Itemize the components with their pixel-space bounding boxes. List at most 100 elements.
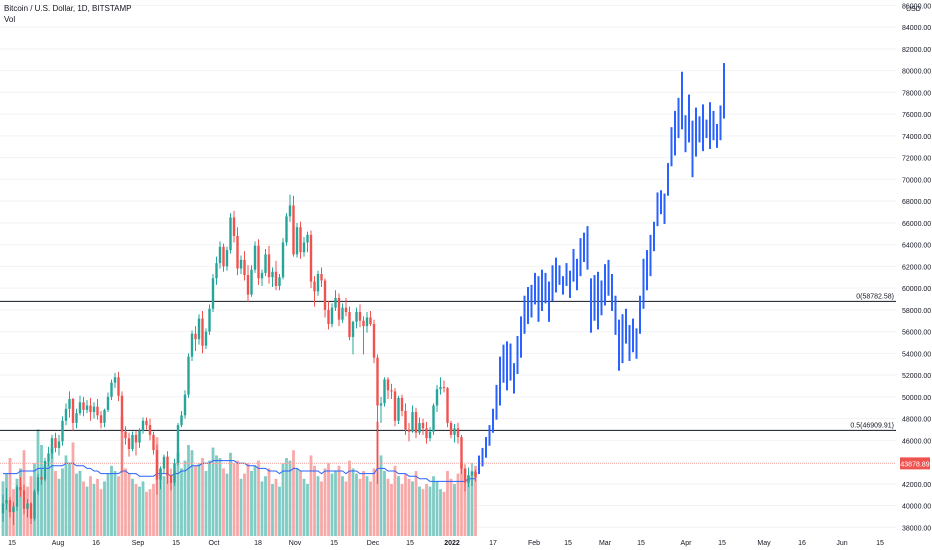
- candle-body: [320, 273, 323, 281]
- volume-bar: [141, 481, 145, 536]
- candle-body: [358, 312, 362, 321]
- candle-body: [218, 246, 222, 264]
- candle-body: [187, 356, 190, 395]
- projection-bar: [478, 455, 480, 475]
- y-tick-label: 64000.00: [902, 243, 931, 250]
- y-tick-label: 84000.00: [902, 25, 931, 32]
- projection-bar: [492, 408, 494, 433]
- volume-bar: [120, 416, 124, 536]
- level-label: 0.5(46909.91): [850, 422, 894, 429]
- projection-bar: [625, 308, 627, 344]
- volume-bar: [411, 481, 414, 536]
- volume-bar: [309, 455, 313, 536]
- candle-body: [313, 281, 316, 292]
- candle-body: [12, 506, 15, 513]
- volume-bar: [124, 468, 127, 536]
- volume-bar: [351, 468, 355, 536]
- volume-bar: [253, 465, 257, 536]
- candle-body: [141, 420, 145, 431]
- volume-bar: [327, 463, 330, 536]
- candle-body: [260, 272, 264, 279]
- symbol-title[interactable]: Bitcoin / U.S. Dollar, 1D, BITSTAMP: [4, 4, 132, 13]
- candle-body: [376, 357, 379, 406]
- projection-bar: [544, 272, 547, 304]
- current-price-label: 43878.89: [900, 457, 930, 470]
- volume-bar: [215, 455, 218, 536]
- x-tick-label: Apr: [681, 540, 693, 547]
- candle-body: [299, 227, 302, 253]
- candle-body: [418, 422, 421, 433]
- volume-bar: [397, 476, 400, 536]
- candle-body: [194, 333, 197, 340]
- candles: [1, 194, 477, 526]
- time-axis[interactable]: 15 Aug 16 Sep 15 Oct 18 Nov 15 Dec 15 2022 17 Feb 15 Ma…: [8, 540, 884, 547]
- volume-bar: [229, 452, 232, 536]
- candle-body: [288, 205, 292, 217]
- candle-body: [29, 503, 33, 519]
- projection-bar: [691, 120, 694, 178]
- x-tick-label: Sep: [132, 540, 145, 547]
- volume-legend[interactable]: Vol: [4, 15, 16, 24]
- projection-bar: [607, 259, 610, 296]
- volume-bar: [208, 460, 211, 536]
- projection-bar: [674, 110, 676, 156]
- x-tick-label: 15: [876, 540, 884, 547]
- projection-bar: [702, 104, 704, 152]
- grid-lines: [0, 4, 896, 528]
- volume-bar: [246, 463, 250, 536]
- volume-bar: [145, 491, 148, 536]
- projection-bar: [537, 276, 540, 322]
- candle-body: [162, 456, 166, 469]
- candle-body: [369, 317, 372, 324]
- x-tick-label: Dec: [367, 540, 380, 547]
- candle-body: [239, 259, 243, 269]
- volume-bar: [89, 476, 92, 536]
- candle-body: [362, 320, 365, 327]
- candle-body: [103, 409, 106, 423]
- x-tick-label: 18: [254, 540, 262, 547]
- projection-bar: [639, 295, 641, 334]
- currency-label: USD: [906, 6, 921, 13]
- volume-bar: [159, 468, 162, 536]
- projection-bar: [628, 325, 631, 361]
- candle-body: [71, 399, 75, 423]
- volume-bar: [295, 468, 299, 536]
- projection-bar: [590, 278, 592, 333]
- candle-body: [442, 387, 446, 389]
- volume-bar: [281, 463, 285, 536]
- x-tick-label: 15: [718, 540, 726, 547]
- x-tick-label: Mar: [599, 540, 612, 547]
- y-tick-label: 40000.00: [902, 504, 931, 511]
- y-tick-label: 58000.00: [902, 308, 931, 315]
- volume-bars: [1, 416, 477, 536]
- candle-body: [393, 391, 397, 421]
- volume-bar: [474, 465, 477, 536]
- volume-bar: [110, 465, 113, 536]
- candle-body: [148, 425, 152, 435]
- y-tick-label: 72000.00: [902, 156, 931, 163]
- volume-bar: [260, 481, 264, 536]
- projection-bar: [583, 232, 585, 263]
- volume-bar: [372, 468, 376, 536]
- volume-bar: [96, 478, 99, 536]
- volume-bar: [82, 481, 85, 536]
- candle-body: [421, 422, 425, 429]
- volume-bar: [379, 455, 383, 536]
- projection-bar: [618, 319, 620, 371]
- candle-body: [474, 471, 477, 478]
- volume-bar: [463, 468, 467, 536]
- volume-bar: [278, 486, 281, 536]
- volume-bar: [274, 478, 278, 536]
- x-tick-label: Nov: [289, 540, 302, 547]
- candle-body: [267, 254, 271, 278]
- volume-bar: [19, 468, 22, 536]
- candle-body: [295, 227, 299, 255]
- volume-bar: [414, 471, 418, 536]
- price-label-bg: [900, 457, 930, 470]
- price-axis[interactable]: 38000.00 40000.00 42000.00 46000.00 48000.00…: [902, 3, 931, 532]
- candle-body: [134, 434, 138, 443]
- candle-body: [439, 387, 442, 390]
- candle-body: [334, 297, 337, 308]
- candle-body: [355, 312, 358, 322]
